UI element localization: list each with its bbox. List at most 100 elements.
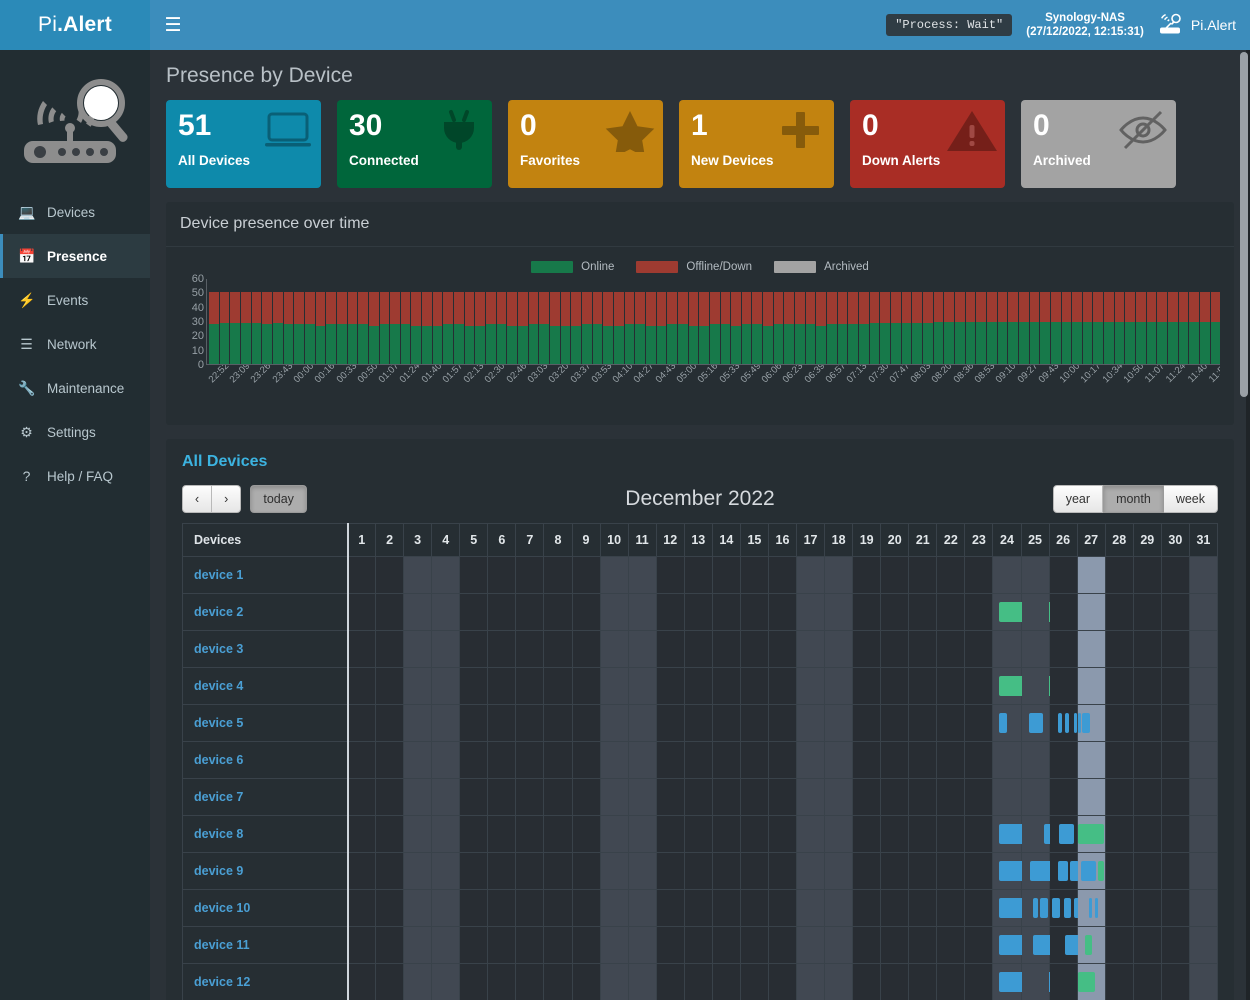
calendar-cell-24[interactable] xyxy=(992,741,1022,779)
calendar-cell-15[interactable] xyxy=(739,963,769,1000)
calendar-cell-21[interactable] xyxy=(908,593,938,631)
calendar-cell-27[interactable] xyxy=(1076,593,1106,631)
calendar-cell-28[interactable] xyxy=(1104,889,1134,927)
calendar-cell-16[interactable] xyxy=(767,815,798,853)
calendar-cell-13[interactable] xyxy=(683,963,713,1000)
chart-bar[interactable] xyxy=(1104,279,1114,364)
calendar-cell-10[interactable] xyxy=(599,704,629,742)
calendar-cell-4[interactable] xyxy=(431,593,461,631)
chart-bar[interactable] xyxy=(454,279,464,364)
calendar-cell-24[interactable] xyxy=(992,778,1022,816)
calendar-cell-26[interactable] xyxy=(1048,963,1078,1000)
chart-bar[interactable] xyxy=(571,279,581,364)
calendar-cell-16[interactable] xyxy=(767,963,798,1000)
calendar-cell-23[interactable] xyxy=(964,593,994,631)
calendar-cell-30[interactable] xyxy=(1160,593,1190,631)
chart-bar[interactable] xyxy=(1050,279,1061,364)
calendar-cell-2[interactable] xyxy=(375,889,405,927)
chart-bar[interactable] xyxy=(603,279,613,364)
day-header-14[interactable]: 14 xyxy=(711,523,741,557)
chart-bar[interactable] xyxy=(358,279,368,364)
calendar-cell-30[interactable] xyxy=(1160,667,1190,705)
calendar-cell-7[interactable] xyxy=(515,556,545,594)
chart-bar[interactable] xyxy=(304,279,315,364)
sidebar-item-events[interactable]: ⚡ Events xyxy=(0,278,150,322)
calendar-cell-12[interactable] xyxy=(655,704,685,742)
calendar-cell-8[interactable] xyxy=(543,704,573,742)
calendar-cell-3[interactable] xyxy=(403,593,433,631)
calendar-cell-3[interactable] xyxy=(403,556,433,594)
calendar-cell-16[interactable] xyxy=(767,704,798,742)
calendar-cell-16[interactable] xyxy=(767,556,798,594)
chart-bar[interactable] xyxy=(272,279,283,364)
calendar-cell-14[interactable] xyxy=(711,556,741,594)
device-name-cell[interactable]: device 8 xyxy=(182,815,349,853)
calendar-cell-5[interactable] xyxy=(459,926,489,964)
chart-bar[interactable] xyxy=(230,279,240,364)
chart-bar[interactable] xyxy=(986,279,997,364)
calendar-cell-16[interactable] xyxy=(767,667,798,705)
calendar-cell-18[interactable] xyxy=(824,593,854,631)
calendar-cell-7[interactable] xyxy=(515,667,545,705)
day-header-17[interactable]: 17 xyxy=(795,523,826,557)
calendar-cell-5[interactable] xyxy=(459,778,489,816)
calendar-cell-13[interactable] xyxy=(683,630,713,668)
calendar-cell-21[interactable] xyxy=(908,926,938,964)
calendar-cell-18[interactable] xyxy=(824,667,854,705)
calendar-cell-17[interactable] xyxy=(795,889,826,927)
calendar-cell-4[interactable] xyxy=(431,630,461,668)
device-name-cell[interactable]: device 5 xyxy=(182,704,349,742)
chart-bar[interactable] xyxy=(965,279,976,364)
calendar-cell-28[interactable] xyxy=(1104,556,1134,594)
chart-bar[interactable] xyxy=(773,279,784,364)
calendar-cell-26[interactable] xyxy=(1048,630,1078,668)
chart-bar[interactable] xyxy=(390,279,400,364)
chart-bar[interactable] xyxy=(1040,279,1050,364)
chart-bar[interactable] xyxy=(912,279,922,364)
calendar-cell-4[interactable] xyxy=(431,889,461,927)
calendar-cell-4[interactable] xyxy=(431,778,461,816)
day-header-21[interactable]: 21 xyxy=(908,523,938,557)
calendar-cell-19[interactable] xyxy=(852,815,882,853)
calendar-cell-3[interactable] xyxy=(403,963,433,1000)
calendar-cell-17[interactable] xyxy=(795,630,826,668)
day-header-13[interactable]: 13 xyxy=(683,523,713,557)
calendar-prev-button[interactable]: ‹ xyxy=(182,485,213,513)
calendar-cell-5[interactable] xyxy=(459,593,489,631)
calendar-cell-6[interactable] xyxy=(487,667,517,705)
chart-bar[interactable] xyxy=(613,279,624,364)
calendar-cell-4[interactable] xyxy=(431,741,461,779)
calendar-cell-29[interactable] xyxy=(1132,963,1162,1000)
calendar-cell-20[interactable] xyxy=(880,889,910,927)
calendar-cell-24[interactable] xyxy=(992,704,1022,742)
device-name-cell[interactable]: device 4 xyxy=(182,667,349,705)
calendar-cell-6[interactable] xyxy=(487,741,517,779)
calendar-cell-12[interactable] xyxy=(655,630,685,668)
calendar-cell-23[interactable] xyxy=(964,667,994,705)
calendar-cell-3[interactable] xyxy=(403,852,433,890)
calendar-cell-12[interactable] xyxy=(655,667,685,705)
calendar-cell-7[interactable] xyxy=(515,889,545,927)
device-name-cell[interactable]: device 10 xyxy=(182,889,349,927)
calendar-cell-8[interactable] xyxy=(543,926,573,964)
calendar-cell-18[interactable] xyxy=(824,704,854,742)
calendar-cell-22[interactable] xyxy=(936,963,966,1000)
calendar-cell-28[interactable] xyxy=(1104,778,1134,816)
chart-bar[interactable] xyxy=(635,279,645,364)
calendar-cell-21[interactable] xyxy=(908,556,938,594)
calendar-cell-6[interactable] xyxy=(487,593,517,631)
presence-segment[interactable] xyxy=(1040,898,1049,918)
calendar-cell-19[interactable] xyxy=(852,704,882,742)
calendar-cell-1[interactable] xyxy=(346,926,377,964)
calendar-cell-2[interactable] xyxy=(375,556,405,594)
summary-card-connected[interactable]: 30 Connected xyxy=(337,100,492,188)
calendar-cell-26[interactable] xyxy=(1048,556,1078,594)
calendar-cell-31[interactable] xyxy=(1188,630,1219,668)
day-header-8[interactable]: 8 xyxy=(543,523,573,557)
presence-segment[interactable] xyxy=(1028,713,1043,733)
day-header-9[interactable]: 9 xyxy=(571,523,601,557)
calendar-cell-7[interactable] xyxy=(515,778,545,816)
day-header-5[interactable]: 5 xyxy=(459,523,489,557)
calendar-cell-16[interactable] xyxy=(767,778,798,816)
calendar-cell-11[interactable] xyxy=(627,556,657,594)
